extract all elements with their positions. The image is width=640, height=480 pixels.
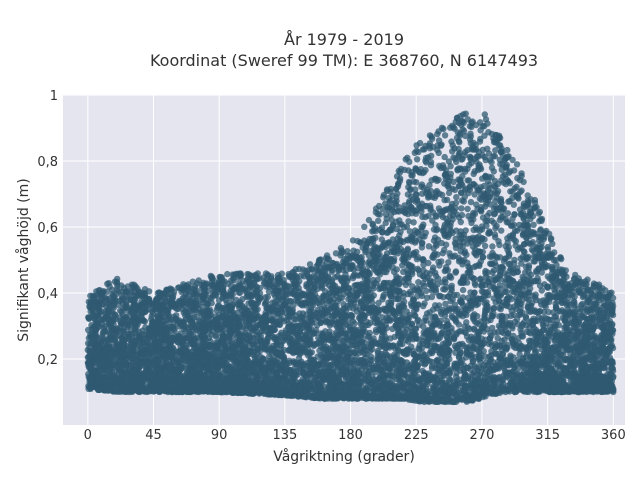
data-point [193, 313, 200, 320]
data-point [517, 225, 524, 232]
data-point [426, 182, 433, 189]
data-point [505, 198, 512, 205]
chart-title-line-1: År 1979 - 2019 [284, 30, 404, 49]
data-point [262, 299, 269, 307]
data-point [489, 243, 496, 250]
data-point [405, 218, 412, 225]
data-point [450, 335, 458, 342]
data-point [375, 217, 382, 224]
data-point [455, 341, 462, 349]
data-point [413, 147, 420, 155]
data-point [481, 123, 488, 130]
data-point [464, 205, 471, 213]
data-point [407, 291, 414, 298]
data-point [518, 260, 525, 267]
data-point [425, 212, 432, 220]
data-point [361, 223, 368, 230]
data-point [292, 316, 299, 323]
data-point [487, 260, 494, 267]
data-point [503, 288, 510, 296]
data-point [436, 262, 443, 269]
data-point [413, 156, 421, 163]
data-points [84, 110, 617, 406]
data-point [420, 184, 427, 191]
data-point [278, 270, 285, 277]
data-point [446, 375, 453, 383]
data-point [488, 174, 495, 181]
data-point [491, 231, 499, 238]
data-point [504, 210, 512, 217]
data-point [547, 236, 555, 243]
data-point [609, 311, 617, 319]
data-point [441, 132, 449, 139]
chart-title-line-2: Koordinat (Sweref 99 TM): E 368760, N 61… [150, 51, 538, 70]
data-point [420, 256, 427, 264]
data-point [314, 294, 321, 302]
data-point [511, 364, 518, 372]
data-point [441, 153, 448, 161]
data-point [466, 153, 474, 160]
data-point [406, 228, 413, 235]
data-point [429, 217, 436, 224]
data-point [511, 227, 519, 234]
data-point [448, 138, 455, 145]
data-point [379, 205, 386, 213]
data-point [224, 270, 231, 278]
data-point [378, 236, 385, 243]
data-point [492, 147, 499, 154]
data-point [420, 261, 427, 269]
data-point [184, 291, 192, 298]
data-point [423, 287, 430, 295]
data-point [445, 259, 452, 266]
data-point [462, 132, 469, 140]
data-point [467, 130, 474, 137]
data-point [439, 279, 446, 286]
data-point [467, 269, 474, 276]
data-point [264, 293, 271, 301]
data-point [372, 205, 380, 212]
data-point [458, 205, 465, 212]
data-point [425, 259, 432, 267]
data-point [498, 313, 505, 320]
data-point [468, 219, 475, 227]
data-point [544, 246, 552, 253]
data-point [435, 176, 442, 184]
data-point [440, 294, 447, 301]
data-point [481, 111, 488, 118]
data-point [296, 310, 303, 317]
data-point [405, 178, 413, 186]
data-point [365, 216, 373, 224]
data-point [561, 292, 568, 299]
data-point [354, 248, 361, 255]
data-point [212, 333, 219, 340]
data-point [351, 320, 358, 327]
data-point [459, 286, 467, 294]
data-point [538, 269, 545, 276]
data-point [438, 329, 445, 337]
data-point [471, 191, 478, 198]
data-point [300, 273, 308, 280]
data-point [215, 297, 223, 304]
